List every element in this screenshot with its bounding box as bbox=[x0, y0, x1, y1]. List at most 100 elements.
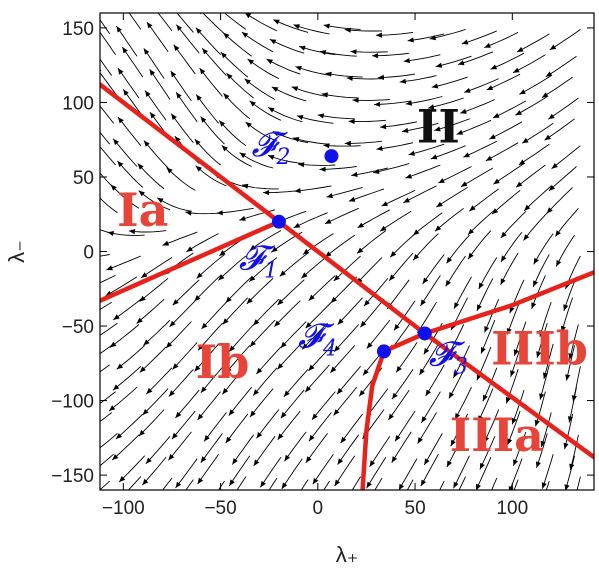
boundary-line-upper-left bbox=[100, 82, 282, 224]
stream-line bbox=[236, 476, 247, 490]
stream-arrowhead bbox=[545, 71, 553, 77]
stream-arrowhead bbox=[548, 113, 555, 120]
stream-arrowhead bbox=[334, 345, 340, 352]
stream-line bbox=[256, 346, 282, 375]
stream-arrowhead bbox=[87, 338, 94, 343]
stream-arrowhead bbox=[107, 231, 115, 237]
stream-line bbox=[435, 55, 472, 68]
stream-line bbox=[507, 410, 521, 446]
stream-line bbox=[493, 163, 525, 185]
stream-line bbox=[186, 233, 219, 253]
stream-line bbox=[427, 97, 464, 109]
stream-arrowhead bbox=[458, 60, 465, 66]
stream-arrowhead bbox=[271, 86, 279, 92]
stream-line bbox=[117, 116, 142, 146]
stream-line bbox=[218, 480, 225, 490]
stream-line bbox=[543, 343, 554, 380]
stream-line bbox=[366, 319, 391, 349]
stream-line bbox=[420, 275, 441, 307]
fixed-point-subscript: 2 bbox=[276, 145, 291, 170]
stream-arrowhead bbox=[321, 92, 328, 98]
stream-arrowhead bbox=[277, 298, 284, 305]
stream-line bbox=[244, 78, 276, 100]
stream-arrowhead bbox=[556, 259, 562, 267]
stream-arrowhead bbox=[82, 499, 88, 505]
stream-line bbox=[100, 391, 116, 405]
stream-arrowhead bbox=[555, 230, 561, 237]
stream-line bbox=[100, 71, 118, 97]
stream-line bbox=[277, 342, 303, 370]
stream-arrowhead bbox=[295, 66, 302, 71]
stream-line bbox=[195, 27, 221, 56]
stream-line bbox=[305, 301, 332, 329]
stream-arrowhead bbox=[283, 390, 290, 397]
stream-arrowhead bbox=[482, 394, 488, 402]
stream-line bbox=[541, 76, 573, 98]
stream-arrowhead bbox=[229, 345, 235, 352]
stream-arrowhead bbox=[359, 390, 365, 397]
stream-line bbox=[540, 412, 552, 448]
stream-line bbox=[572, 366, 581, 402]
stream-line bbox=[376, 142, 414, 150]
stream-line bbox=[273, 19, 309, 33]
stream-line bbox=[351, 167, 388, 176]
stream-line bbox=[412, 212, 443, 236]
stream-line bbox=[389, 231, 418, 258]
stream-arrowhead bbox=[399, 78, 406, 84]
stream-arrowhead bbox=[376, 145, 383, 151]
stream-arrowhead bbox=[308, 434, 315, 442]
stream-arrowhead bbox=[280, 411, 287, 419]
stream-arrowhead bbox=[546, 207, 553, 214]
stream-line bbox=[374, 100, 412, 106]
stream-line bbox=[330, 345, 356, 374]
stream-line bbox=[228, 324, 254, 353]
stream-arrowhead bbox=[172, 363, 179, 370]
stream-line bbox=[156, 197, 192, 212]
stream-line bbox=[533, 233, 554, 265]
stream-line bbox=[157, 13, 173, 32]
stream-line bbox=[405, 164, 441, 179]
stream-arrowhead bbox=[377, 74, 384, 80]
stream-line bbox=[512, 54, 546, 74]
stream-line bbox=[175, 91, 198, 123]
stream-line bbox=[203, 412, 227, 442]
stream-line bbox=[561, 297, 574, 333]
stream-line bbox=[121, 46, 144, 78]
stream-line bbox=[106, 255, 141, 271]
boundary-line-right bbox=[422, 270, 594, 336]
stream-line bbox=[386, 279, 410, 310]
stream-arrowhead bbox=[357, 222, 364, 228]
stream-arrowhead bbox=[533, 257, 539, 265]
y-tick-label: 50 bbox=[73, 168, 94, 189]
stream-arrowhead bbox=[244, 13, 252, 19]
stream-arrowhead bbox=[481, 347, 486, 354]
stream-line bbox=[490, 52, 525, 70]
stream-line bbox=[512, 431, 527, 466]
stream-line bbox=[138, 190, 171, 211]
stream-arrowhead bbox=[531, 302, 537, 309]
stream-arrowhead bbox=[253, 319, 260, 326]
stream-arrowhead bbox=[292, 137, 300, 142]
stream-arrowhead bbox=[202, 48, 208, 55]
stream-arrowhead bbox=[141, 272, 148, 278]
stream-arrowhead bbox=[568, 353, 574, 360]
stream-arrowhead bbox=[222, 388, 229, 395]
stream-line bbox=[403, 185, 437, 204]
stream-line bbox=[162, 477, 173, 490]
stream-line bbox=[100, 172, 113, 187]
stream-arrowhead bbox=[478, 282, 484, 289]
stream-arrowhead bbox=[256, 367, 263, 375]
stream-arrowhead bbox=[460, 108, 467, 114]
x-tick-label: 100 bbox=[496, 498, 528, 519]
stream-arrowhead bbox=[323, 143, 330, 149]
stream-line bbox=[283, 368, 309, 397]
stream-arrowhead bbox=[450, 503, 455, 510]
stream-line bbox=[100, 105, 114, 124]
stream-arrowhead bbox=[352, 97, 359, 103]
stream-line bbox=[297, 163, 336, 166]
stream-line bbox=[100, 433, 118, 449]
stream-arrowhead bbox=[515, 110, 522, 116]
stream-line bbox=[513, 321, 527, 357]
stream-line bbox=[405, 96, 443, 105]
stream-arrowhead bbox=[516, 181, 523, 188]
